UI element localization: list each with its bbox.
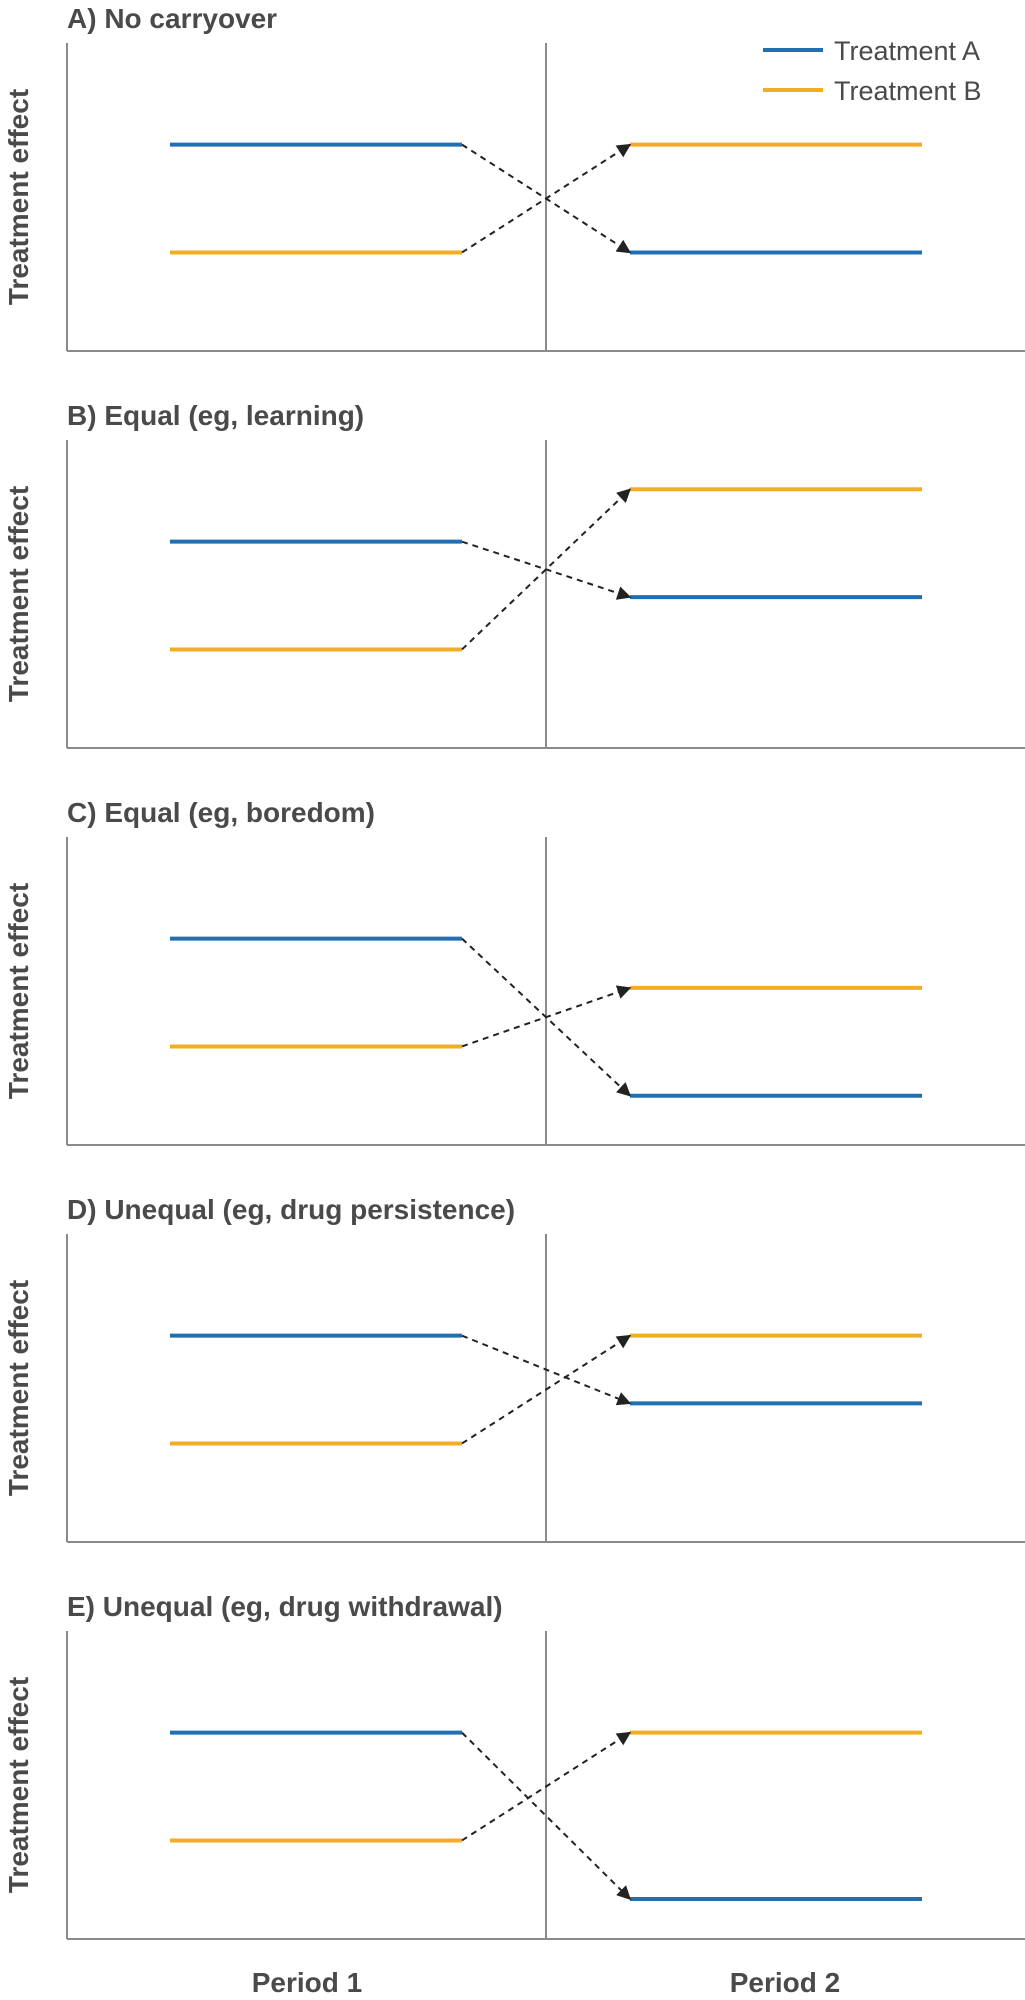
treatment-b-transition-arrow: [461, 985, 632, 1048]
panel-title: C) Equal (eg, boredom): [67, 797, 375, 828]
treatment-b-transition-arrow: [461, 1334, 632, 1445]
treatment-b-transition-arrow: [461, 1731, 632, 1842]
panel-title: B) Equal (eg, learning): [67, 400, 364, 431]
legend-entry-treatment-a: Treatment A: [763, 36, 980, 66]
legend-label: Treatment A: [834, 36, 980, 66]
treatment-a-transition-arrow: [461, 1334, 632, 1406]
y-axis-label: Treatment effect: [3, 883, 34, 1099]
legend: Treatment A Treatment B: [763, 36, 982, 106]
period-labels: Period 1 Period 2: [252, 1967, 840, 1998]
panel-b: B) Equal (eg, learning) Treatment effect: [3, 400, 1025, 749]
y-axis-label: Treatment effect: [3, 486, 34, 702]
panel-d: D) Unequal (eg, drug persistence) Treatme…: [3, 1194, 1025, 1543]
legend-entry-treatment-b: Treatment B: [763, 76, 982, 106]
legend-label: Treatment B: [834, 76, 982, 106]
period-2-label: Period 2: [730, 1967, 840, 1998]
y-axis-label: Treatment effect: [3, 89, 34, 305]
panel-c: C) Equal (eg, boredom) Treatment effect: [3, 797, 1025, 1146]
y-axis-label: Treatment effect: [3, 1280, 34, 1496]
period-1-label: Period 1: [252, 1967, 362, 1998]
treatment-b-transition-arrow: [461, 143, 632, 254]
panel-e: E) Unequal (eg, drug withdrawal) Treatmen…: [3, 1591, 1025, 1940]
panel-title: A) No carryover: [67, 3, 277, 34]
y-axis-label: Treatment effect: [3, 1677, 34, 1893]
panel-title: D) Unequal (eg, drug persistence): [67, 1194, 515, 1225]
treatment-a-transition-arrow: [461, 540, 632, 600]
panel-title: E) Unequal (eg, drug withdrawal): [67, 1591, 503, 1622]
panel-a: A) No carryover Treatment effect: [3, 3, 1025, 352]
treatment-b-transition-arrow: [461, 488, 632, 651]
